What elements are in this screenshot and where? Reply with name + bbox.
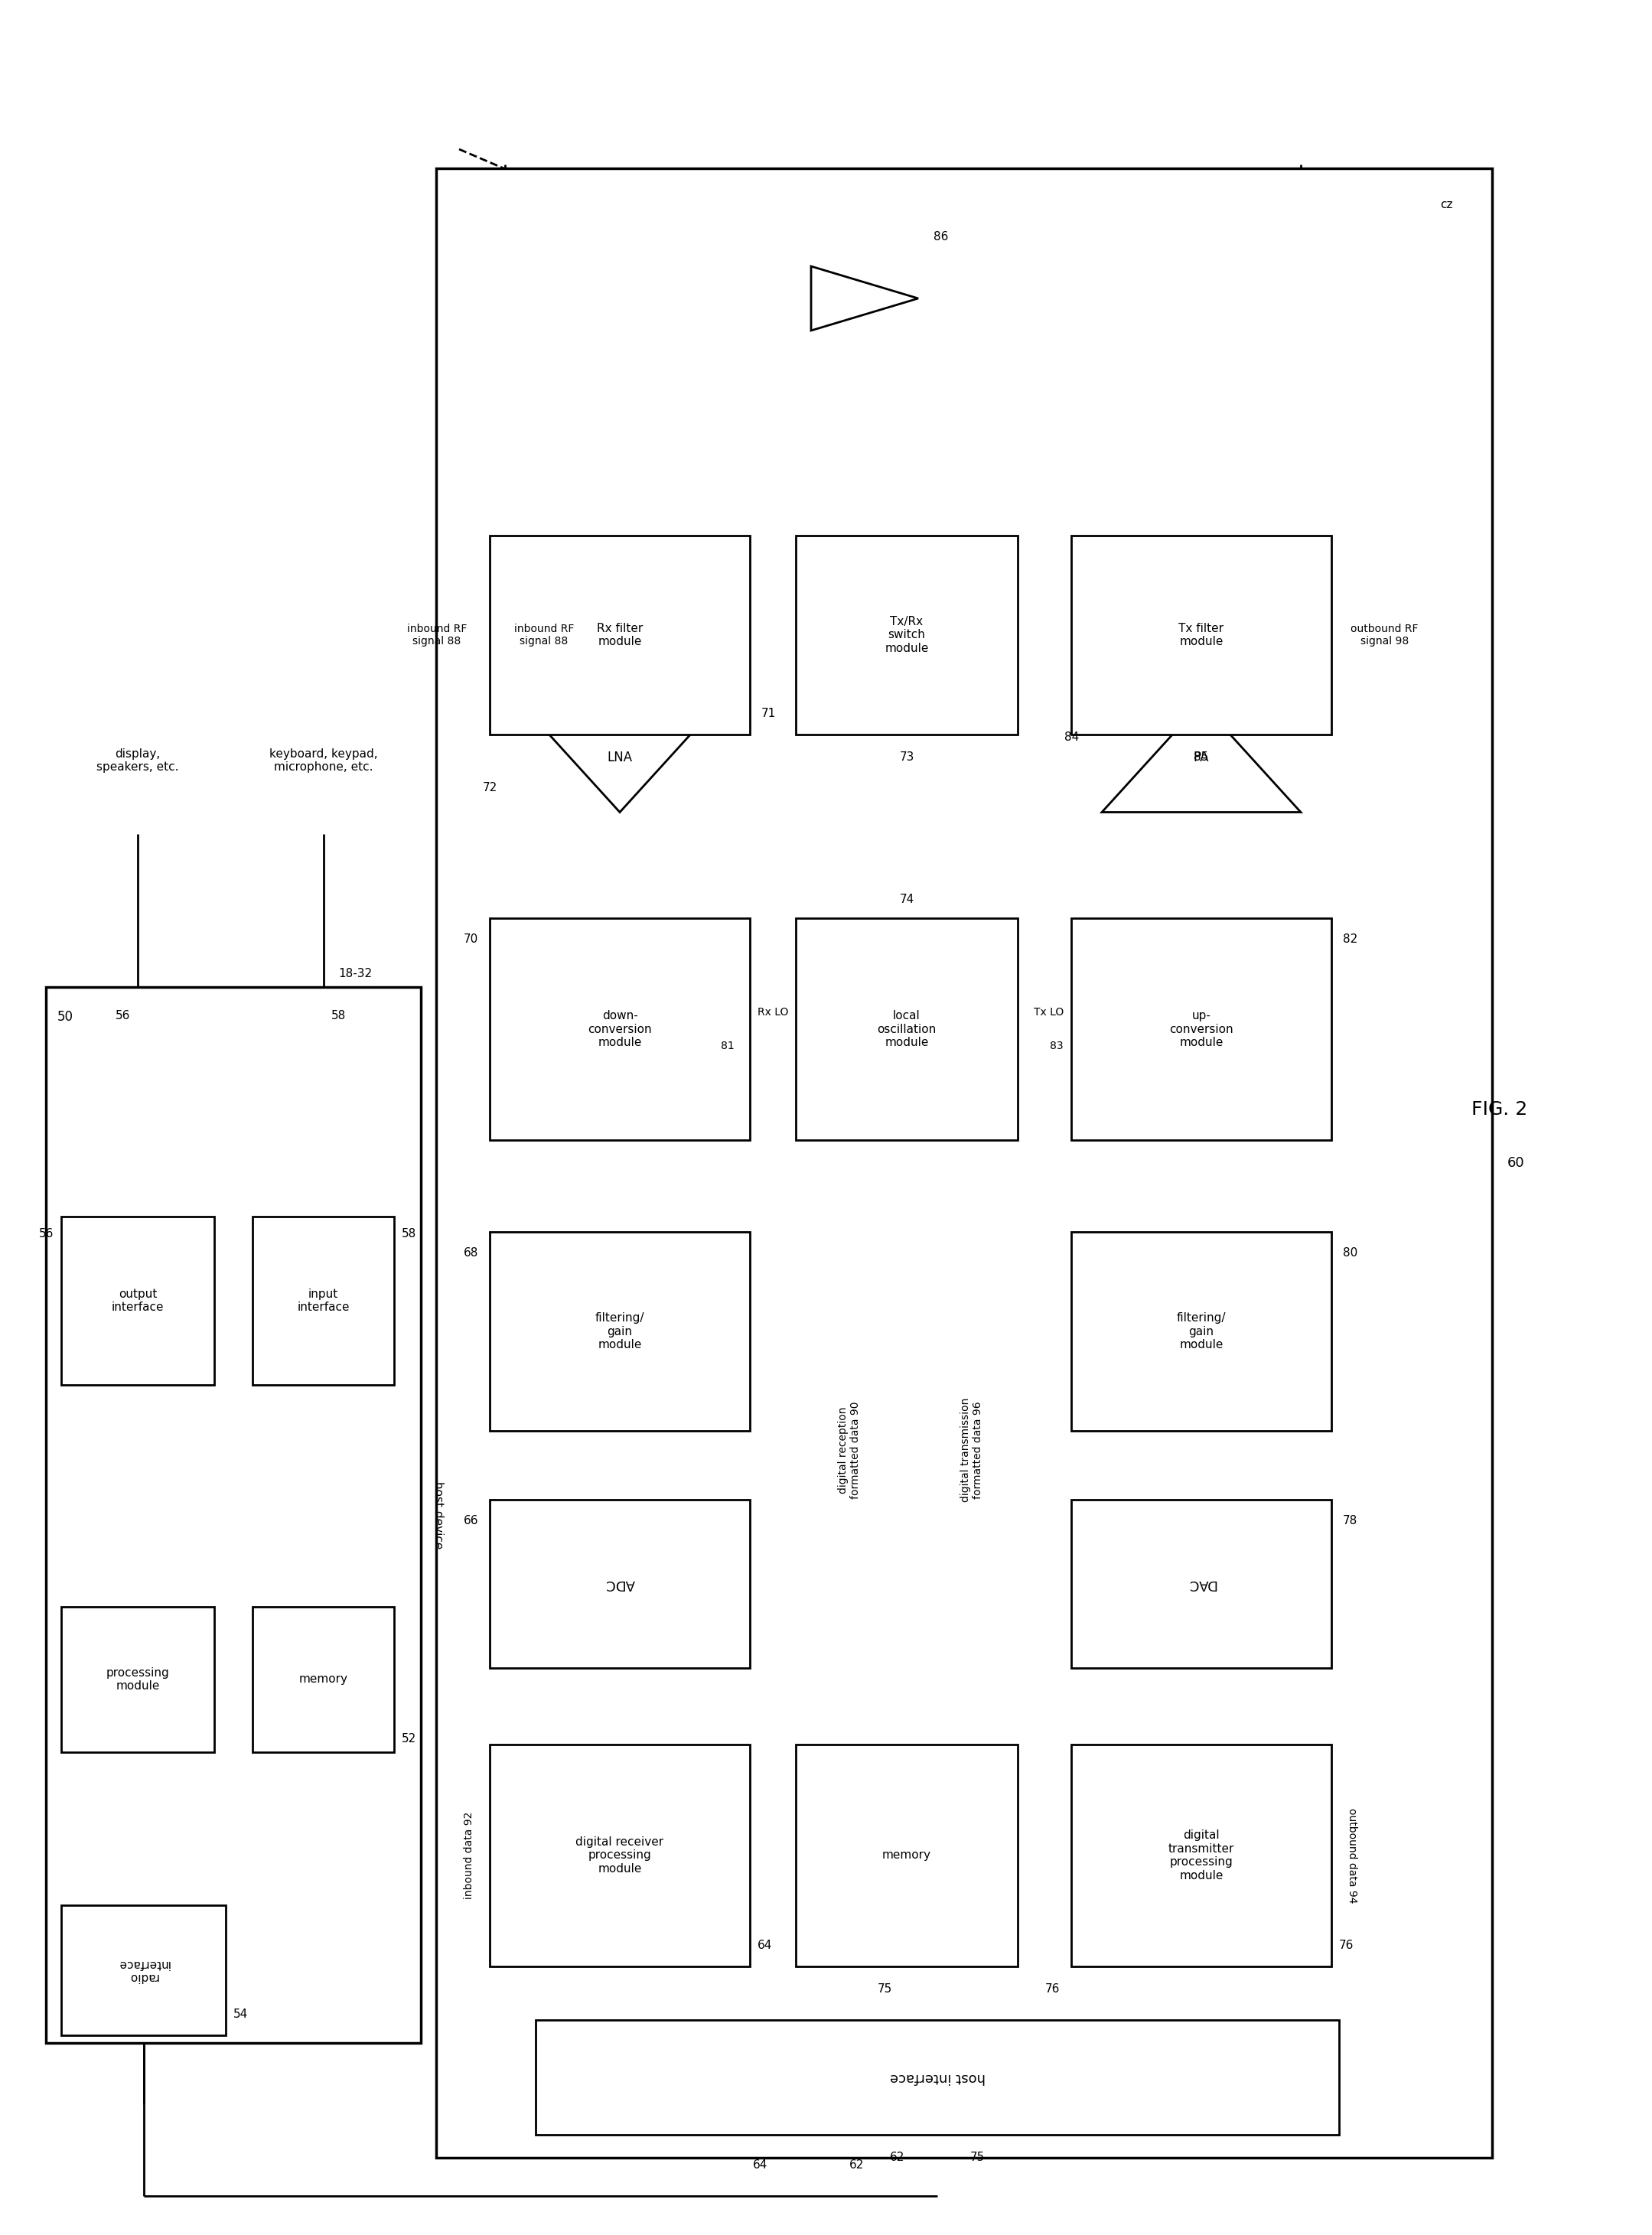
Polygon shape (811, 266, 919, 331)
Text: digital receiver
processing
module: digital receiver processing module (577, 1837, 664, 1875)
Text: outbound RF
signal 98: outbound RF signal 98 (1351, 624, 1417, 646)
Polygon shape (1102, 702, 1300, 811)
Bar (1070, 919, 1332, 1140)
Text: 54: 54 (233, 2009, 248, 2020)
Text: radio
interface: radio interface (117, 1958, 170, 1982)
Text: 75: 75 (877, 1985, 892, 1996)
Text: digital transmission
formatted data 96: digital transmission formatted data 96 (960, 1397, 983, 1502)
Text: PA: PA (1193, 751, 1209, 764)
Text: 56: 56 (38, 1227, 53, 1240)
Text: 50: 50 (58, 1010, 73, 1024)
Text: 66: 66 (463, 1515, 477, 1527)
Text: processing
module: processing module (106, 1667, 170, 1692)
Text: keyboard, keypad,
microphone, etc.: keyboard, keypad, microphone, etc. (269, 749, 377, 773)
Bar (796, 536, 1018, 735)
Text: 82: 82 (1343, 934, 1358, 945)
Text: 76: 76 (1340, 1940, 1355, 1951)
Text: 78: 78 (1343, 1515, 1358, 1527)
Text: Tx LO: Tx LO (1034, 1008, 1064, 1017)
Text: output
interface: output interface (112, 1287, 164, 1314)
Bar (1070, 1746, 1332, 1967)
Text: 81: 81 (720, 1042, 735, 1050)
Bar (1070, 1500, 1332, 1667)
Text: digital reception
formatted data 90: digital reception formatted data 90 (838, 1401, 861, 1500)
Text: 85: 85 (1194, 751, 1209, 762)
Text: memory: memory (882, 1851, 932, 1862)
Text: local
oscillation
module: local oscillation module (877, 1010, 937, 1048)
Text: 18-32: 18-32 (339, 968, 372, 979)
Bar (61, 1904, 226, 2036)
Text: 52: 52 (401, 1732, 416, 1746)
Text: inbound data 92: inbound data 92 (464, 1813, 474, 1900)
Bar (489, 1746, 750, 1967)
Bar (253, 1216, 395, 1386)
Text: 72: 72 (482, 782, 497, 793)
Text: host interface: host interface (889, 2070, 985, 2085)
Text: Tx/Rx
switch
module: Tx/Rx switch module (885, 617, 928, 655)
Text: digital
transmitter
processing
module: digital transmitter processing module (1168, 1830, 1234, 1882)
Text: 60: 60 (1507, 1155, 1525, 1169)
Text: input
interface: input interface (297, 1287, 350, 1314)
Text: 71: 71 (762, 708, 776, 720)
Text: LNA: LNA (608, 751, 633, 764)
Bar (489, 1231, 750, 1430)
Text: 56: 56 (116, 1010, 131, 1021)
Text: memory: memory (299, 1674, 349, 1685)
Bar (796, 1746, 1018, 1967)
Text: FIG. 2: FIG. 2 (1472, 1100, 1528, 1120)
Bar (1070, 1231, 1332, 1430)
Text: 62: 62 (849, 2159, 864, 2170)
Text: outbound data 94: outbound data 94 (1346, 1808, 1358, 1904)
Text: 58: 58 (330, 1010, 345, 1021)
Text: 58: 58 (401, 1227, 416, 1240)
Text: 75: 75 (970, 2152, 985, 2163)
Text: up-
conversion
module: up- conversion module (1170, 1010, 1234, 1048)
Text: 86: 86 (933, 232, 948, 244)
Text: 68: 68 (464, 1247, 477, 1258)
Bar (489, 1500, 750, 1667)
Bar (489, 919, 750, 1140)
Bar (535, 2020, 1340, 2134)
Text: 84: 84 (1064, 731, 1079, 744)
Text: DAC: DAC (1186, 1578, 1216, 1591)
Bar (61, 1607, 215, 1752)
Bar (489, 536, 750, 735)
Text: inbound RF
signal 88: inbound RF signal 88 (406, 624, 468, 646)
Text: ADC: ADC (605, 1578, 634, 1591)
Bar (61, 1216, 215, 1386)
Text: Rx filter
module: Rx filter module (596, 624, 643, 648)
Bar (436, 168, 1492, 2157)
Text: 74: 74 (899, 894, 914, 905)
Bar (796, 919, 1018, 1140)
Text: 62: 62 (890, 2152, 905, 2163)
Text: filtering/
gain
module: filtering/ gain module (1176, 1312, 1226, 1350)
Text: 83: 83 (1051, 1042, 1064, 1050)
Polygon shape (520, 702, 719, 811)
Bar (1070, 536, 1332, 735)
Text: Tx filter
module: Tx filter module (1180, 624, 1224, 648)
Text: inbound RF
signal 88: inbound RF signal 88 (514, 624, 573, 646)
Text: filtering/
gain
module: filtering/ gain module (595, 1312, 644, 1350)
Text: down-
conversion
module: down- conversion module (588, 1010, 653, 1048)
Bar (46, 988, 421, 2043)
Text: 80: 80 (1343, 1247, 1358, 1258)
Text: 76: 76 (1046, 1985, 1061, 1996)
Text: host device: host device (433, 1482, 444, 1549)
Text: 64: 64 (758, 1940, 773, 1951)
Text: 73: 73 (899, 751, 914, 762)
Text: cz: cz (1441, 199, 1452, 210)
Text: display,
speakers, etc.: display, speakers, etc. (96, 749, 178, 773)
Bar (253, 1607, 395, 1752)
Text: Rx LO: Rx LO (758, 1008, 788, 1017)
Text: 64: 64 (753, 2159, 768, 2170)
Text: 70: 70 (464, 934, 477, 945)
